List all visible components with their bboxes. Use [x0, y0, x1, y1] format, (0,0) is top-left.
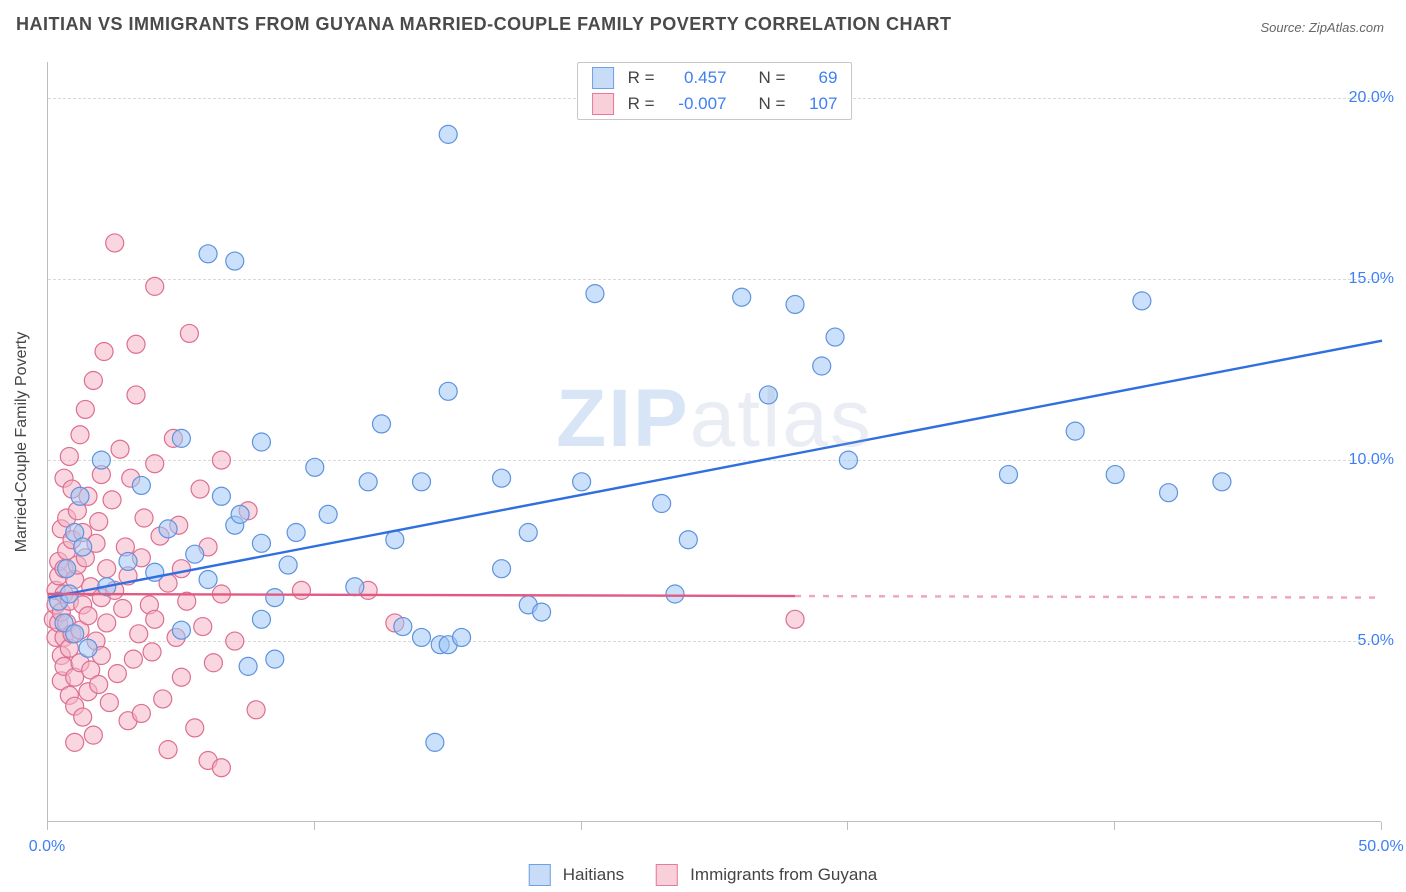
x-tick-mark [1381, 822, 1382, 830]
x-tick-mark [847, 822, 848, 830]
y-tick-label: 15.0% [1349, 270, 1394, 288]
x-tick-mark [581, 822, 582, 830]
x-tick-label: 50.0% [1358, 838, 1403, 856]
n-value: 107 [797, 94, 837, 114]
y-tick-label: 10.0% [1349, 451, 1394, 469]
source-citation: Source: ZipAtlas.com [1260, 20, 1384, 35]
legend-item: Immigrants from Guyana [656, 864, 877, 886]
stats-row: R = 0.457 N = 69 [578, 65, 852, 91]
y-tick-label: 5.0% [1358, 632, 1394, 650]
source-name: ZipAtlas.com [1309, 20, 1384, 35]
stats-row: R = -0.007 N = 107 [578, 91, 852, 117]
legend-label: Immigrants from Guyana [690, 865, 877, 885]
swatch-icon [592, 93, 614, 115]
x-tick-label: 0.0% [29, 838, 65, 856]
legend-item: Haitians [529, 864, 624, 886]
plot-area: ZIPatlas R = 0.457 N = 69 R = -0.007 N =… [47, 62, 1381, 822]
y-tick-label: 20.0% [1349, 89, 1394, 107]
swatch-icon [656, 864, 678, 886]
source-label: Source: [1260, 20, 1308, 35]
r-label: R = [628, 68, 655, 88]
swatch-icon [529, 864, 551, 886]
plot-svg [48, 62, 1381, 821]
y-axis-title: Married-Couple Family Poverty [13, 332, 31, 553]
n-label: N = [759, 94, 786, 114]
n-label: N = [759, 68, 786, 88]
r-value: 0.457 [667, 68, 727, 88]
r-value: -0.007 [667, 94, 727, 114]
series-legend: Haitians Immigrants from Guyana [529, 864, 877, 886]
legend-label: Haitians [563, 865, 624, 885]
x-tick-mark [47, 822, 48, 830]
swatch-icon [592, 67, 614, 89]
chart-title: HAITIAN VS IMMIGRANTS FROM GUYANA MARRIE… [16, 14, 952, 35]
stats-box: R = 0.457 N = 69 R = -0.007 N = 107 [577, 62, 853, 120]
n-value: 69 [797, 68, 837, 88]
page: HAITIAN VS IMMIGRANTS FROM GUYANA MARRIE… [0, 0, 1406, 892]
x-tick-mark [1114, 822, 1115, 830]
x-tick-mark [314, 822, 315, 830]
r-label: R = [628, 94, 655, 114]
